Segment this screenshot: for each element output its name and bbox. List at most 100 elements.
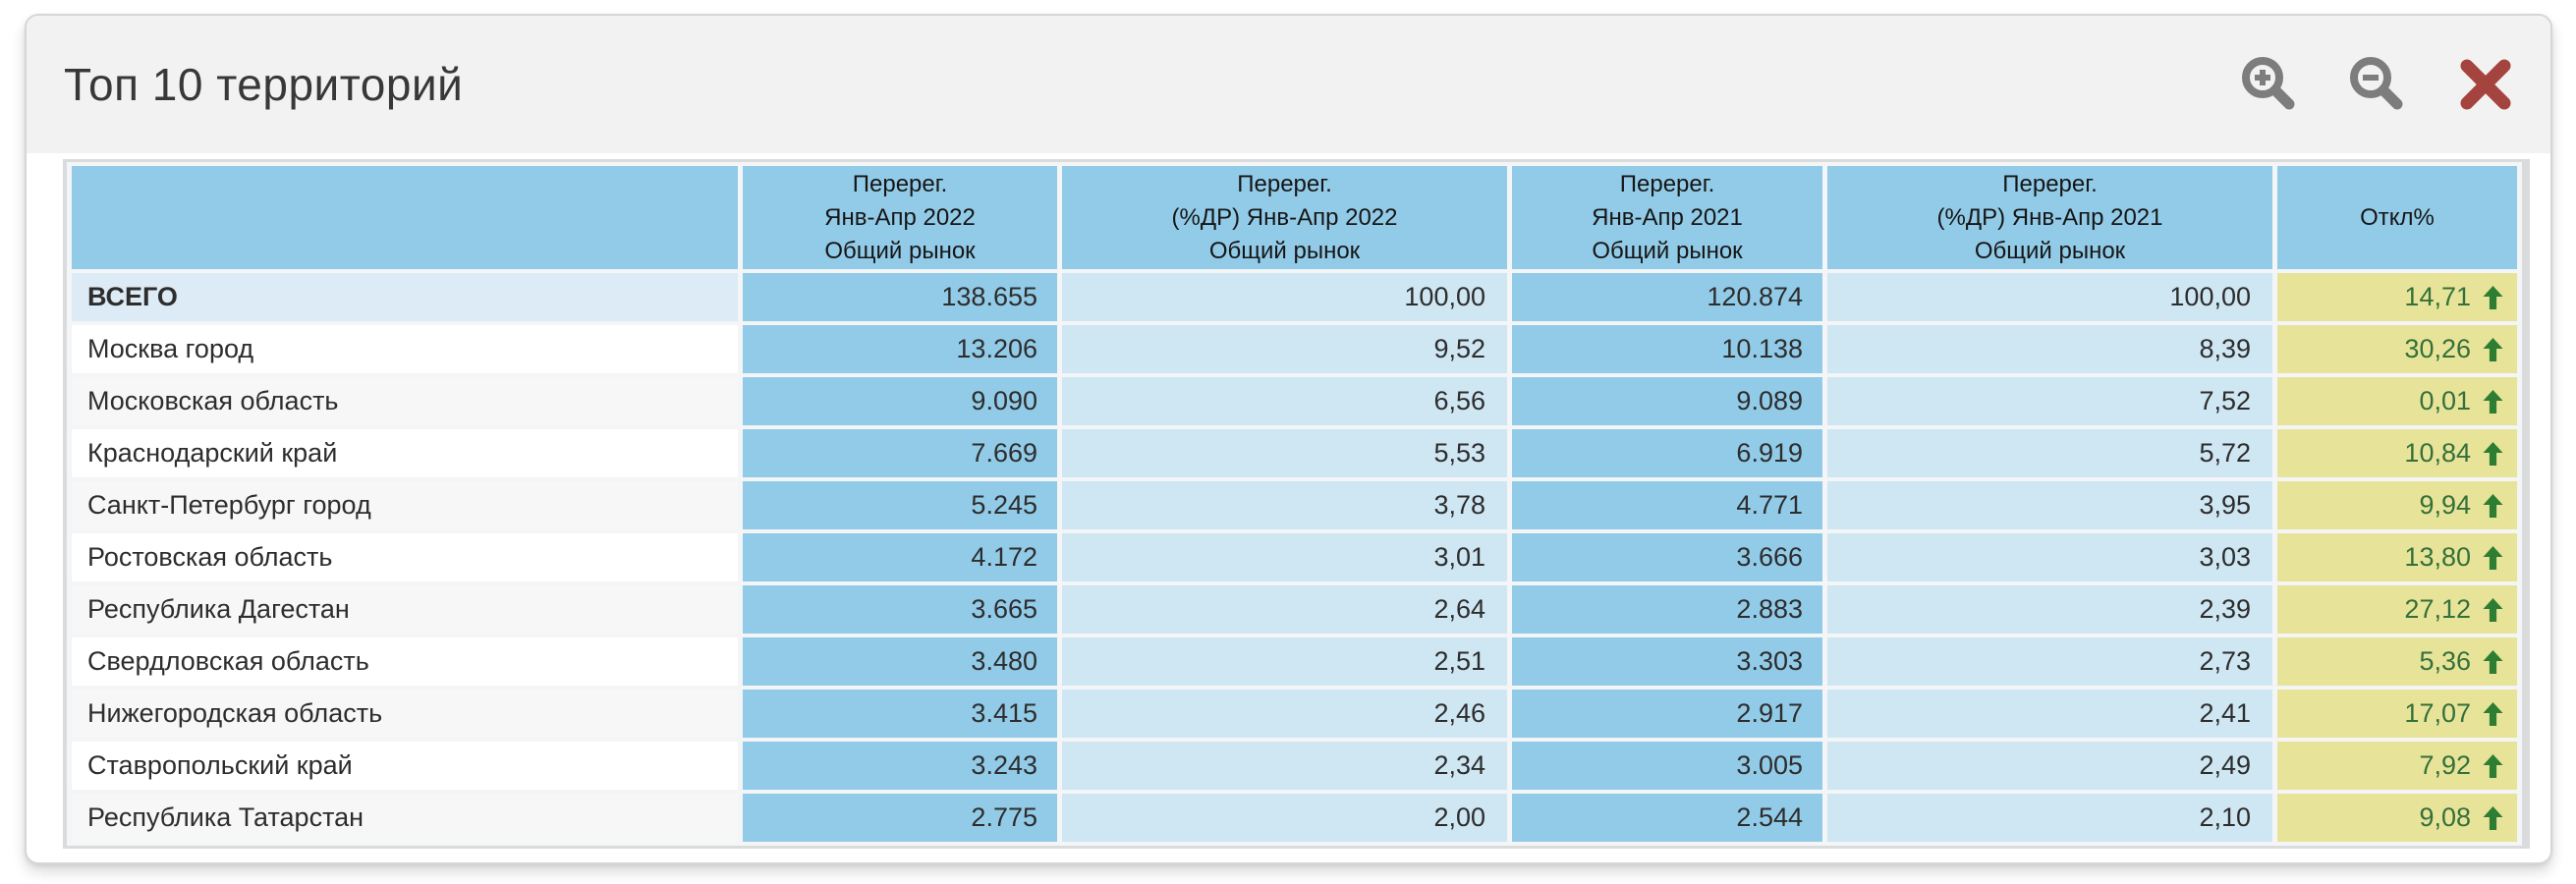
col-header-share-2021[interactable]: Перерег. (%ДР) Янв-Апр 2021 Общий рынок [1827,166,2272,269]
zoom-in-button[interactable] [2238,53,2301,116]
table-row: Ставропольский край 3.243 2,34 3.005 2,4… [72,742,2517,790]
deviation-value: 0,01 [2419,386,2471,415]
share-2021-cell: 2,41 [1827,690,2272,738]
territories-table-frame: Перерег. Янв-Апр 2022 Общий рынок Перере… [63,159,2530,849]
page-title: Топ 10 территорий [64,59,464,110]
col-header-rereg-2022[interactable]: Перерег. Янв-Апр 2022 Общий рынок [743,166,1057,269]
deviation-value: 10,84 [2404,438,2471,468]
rereg-2021-cell: 3.303 [1512,637,1822,686]
zoom-out-button[interactable] [2346,53,2409,116]
rereg-2022-cell: 3.480 [743,637,1057,686]
territory-cell[interactable]: Ставропольский край [72,742,738,790]
share-2022-cell: 3,01 [1062,533,1507,581]
territory-cell[interactable]: Свердловская область [72,637,738,686]
trend-up-icon [2483,285,2503,309]
rereg-2021-cell: 2.917 [1512,690,1822,738]
share-2021-cell: 5,72 [1827,429,2272,477]
trend-up-icon [2483,701,2503,726]
table-row: Свердловская область 3.480 2,51 3.303 2,… [72,637,2517,686]
widget-toolbar [2238,53,2517,116]
table-row: Республика Дагестан 3.665 2,64 2.883 2,3… [72,585,2517,634]
deviation-value: 9,94 [2419,490,2471,520]
territory-cell[interactable]: ВСЕГО [72,273,738,321]
close-button[interactable] [2454,53,2517,116]
table-row: Нижегородская область 3.415 2,46 2.917 2… [72,690,2517,738]
rereg-2022-cell: 3.665 [743,585,1057,634]
top-territories-widget: Топ 10 территорий [25,14,2552,864]
share-2022-cell: 2,34 [1062,742,1507,790]
share-2022-cell: 5,53 [1062,429,1507,477]
deviation-value: 14,71 [2404,282,2471,311]
table-row: Москва город 13.206 9,52 10.138 8,39 30,… [72,325,2517,373]
col-header-territory[interactable] [72,166,738,269]
deviation-value: 30,26 [2404,334,2471,363]
rereg-2021-cell: 9.089 [1512,377,1822,425]
share-2021-cell: 8,39 [1827,325,2272,373]
share-2022-cell: 6,56 [1062,377,1507,425]
territory-cell[interactable]: Республика Дагестан [72,585,738,634]
share-2021-cell: 100,00 [1827,273,2272,321]
trend-up-icon [2483,649,2503,674]
rereg-2022-cell: 9.090 [743,377,1057,425]
table-row: Ростовская область 4.172 3,01 3.666 3,03… [72,533,2517,581]
rereg-2022-cell: 138.655 [743,273,1057,321]
deviation-cell: 10,84 [2277,429,2517,477]
share-2022-cell: 2,51 [1062,637,1507,686]
deviation-value: 7,92 [2419,750,2471,780]
deviation-cell: 17,07 [2277,690,2517,738]
share-2021-cell: 2,10 [1827,794,2272,842]
widget-titlebar: Топ 10 территорий [27,16,2550,153]
header-row: Перерег. Янв-Апр 2022 Общий рынок Перере… [72,166,2517,269]
table-row: Санкт-Петербург город 5.245 3,78 4.771 3… [72,481,2517,529]
trend-up-icon [2483,753,2503,778]
share-2021-cell: 3,03 [1827,533,2272,581]
table-row-total: ВСЕГО 138.655 100,00 120.874 100,00 14,7… [72,273,2517,321]
share-2022-cell: 100,00 [1062,273,1507,321]
rereg-2021-cell: 6.919 [1512,429,1822,477]
deviation-value: 5,36 [2419,646,2471,676]
zoom-out-icon [2350,57,2403,110]
close-icon [2460,59,2511,110]
rereg-2022-cell: 13.206 [743,325,1057,373]
rereg-2022-cell: 4.172 [743,533,1057,581]
rereg-2022-cell: 3.243 [743,742,1057,790]
share-2021-cell: 3,95 [1827,481,2272,529]
trend-up-icon [2483,805,2503,830]
rereg-2021-cell: 10.138 [1512,325,1822,373]
deviation-cell: 7,92 [2277,742,2517,790]
territory-cell[interactable]: Москва город [72,325,738,373]
rereg-2021-cell: 2.883 [1512,585,1822,634]
territory-cell[interactable]: Краснодарский край [72,429,738,477]
deviation-value: 17,07 [2404,698,2471,728]
deviation-cell: 5,36 [2277,637,2517,686]
territory-cell[interactable]: Республика Татарстан [72,794,738,842]
deviation-value: 9,08 [2419,802,2471,832]
rereg-2021-cell: 4.771 [1512,481,1822,529]
territory-cell[interactable]: Ростовская область [72,533,738,581]
table-row: Республика Татарстан 2.775 2,00 2.544 2,… [72,794,2517,842]
territory-cell[interactable]: Московская область [72,377,738,425]
share-2022-cell: 2,64 [1062,585,1507,634]
share-2022-cell: 2,00 [1062,794,1507,842]
zoom-in-icon [2242,57,2295,110]
deviation-cell: 14,71 [2277,273,2517,321]
rereg-2022-cell: 3.415 [743,690,1057,738]
deviation-cell: 27,12 [2277,585,2517,634]
deviation-cell: 13,80 [2277,533,2517,581]
share-2021-cell: 2,49 [1827,742,2272,790]
share-2022-cell: 2,46 [1062,690,1507,738]
territory-cell[interactable]: Санкт-Петербург город [72,481,738,529]
trend-up-icon [2483,545,2503,570]
col-header-share-2022[interactable]: Перерег. (%ДР) Янв-Апр 2022 Общий рынок [1062,166,1507,269]
deviation-cell: 30,26 [2277,325,2517,373]
col-header-deviation[interactable]: Откл% [2277,166,2517,269]
deviation-cell: 0,01 [2277,377,2517,425]
territory-cell[interactable]: Нижегородская область [72,690,738,738]
trend-up-icon [2483,389,2503,414]
territories-table: Перерег. Янв-Апр 2022 Общий рынок Перере… [67,162,2522,846]
deviation-cell: 9,94 [2277,481,2517,529]
table-row: Краснодарский край 7.669 5,53 6.919 5,72… [72,429,2517,477]
trend-up-icon [2483,441,2503,466]
col-header-rereg-2021[interactable]: Перерег. Янв-Апр 2021 Общий рынок [1512,166,1822,269]
deviation-value: 13,80 [2404,542,2471,572]
